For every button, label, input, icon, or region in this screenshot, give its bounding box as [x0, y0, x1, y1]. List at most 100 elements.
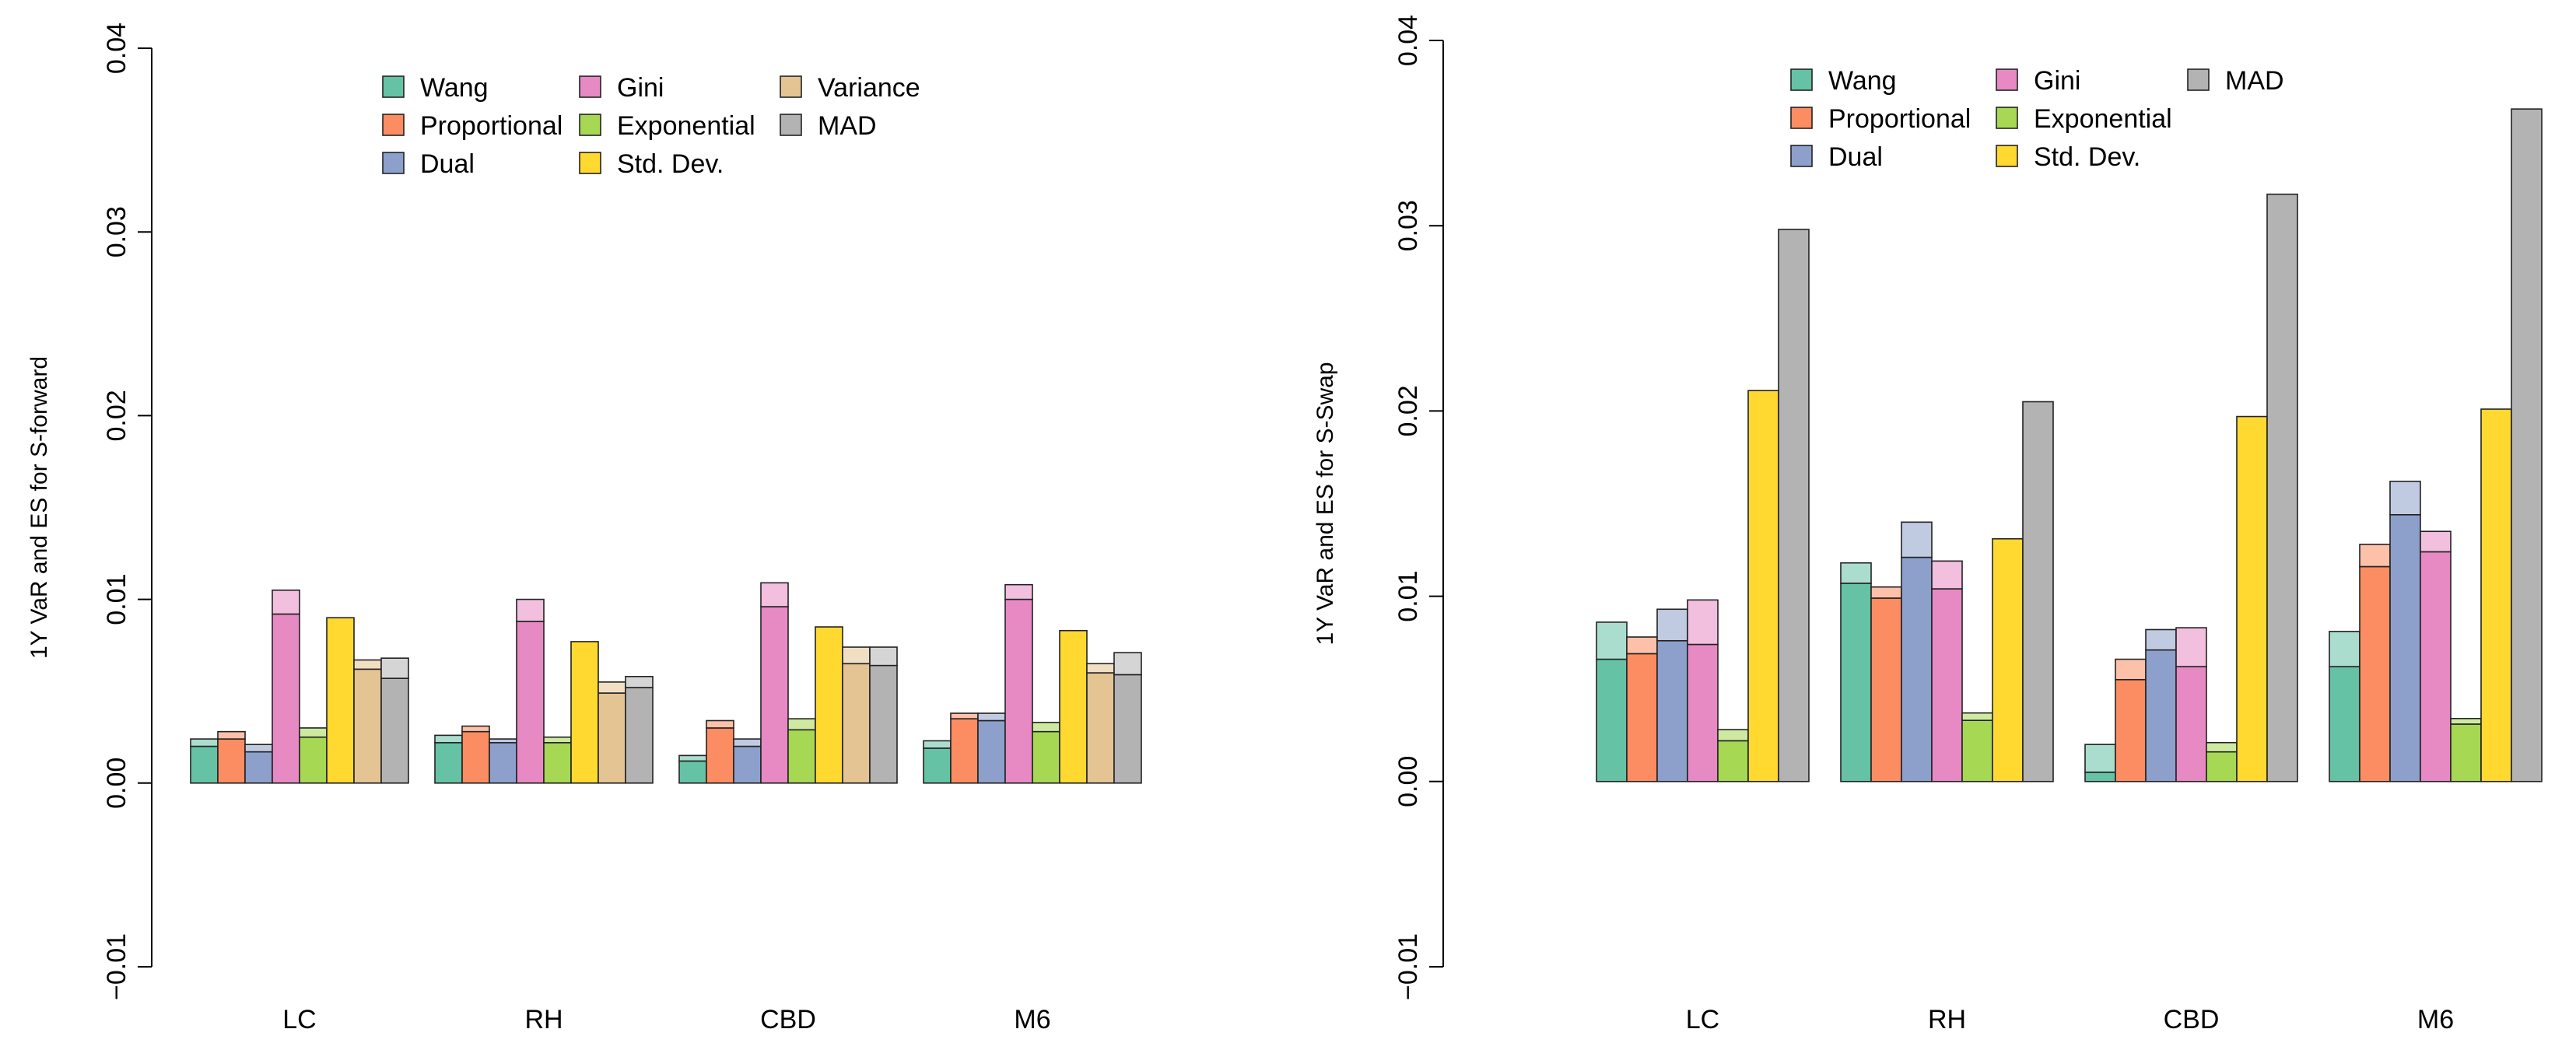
- bar-var-wang-rh: [1840, 583, 1872, 782]
- bar-es-mad-lc: [380, 657, 409, 679]
- legend-label-dual: Dual: [1828, 142, 1883, 172]
- bar-es-dual-rh: [489, 738, 517, 744]
- bar-var-variance-cbd: [842, 663, 871, 784]
- bar-es-wang-lc: [190, 738, 219, 747]
- bar-es-variance-rh: [598, 681, 626, 694]
- bar-es-proportional-m6: [950, 712, 979, 719]
- bar-var-wang-lc: [1596, 658, 1628, 782]
- bar-es-exponential-lc: [1717, 729, 1749, 742]
- bar-var-dual-rh: [489, 742, 517, 784]
- legend-label-exponential: Exponential: [617, 111, 755, 141]
- bar-es-gini-cbd: [2175, 627, 2207, 667]
- bar-var-gini-rh: [516, 621, 545, 784]
- bar-es-exponential-rh: [543, 736, 572, 744]
- y-tick-label: 0.04: [1393, 15, 1423, 66]
- bar-var-dual-rh: [1901, 556, 1933, 782]
- y-tick-label: 0.01: [102, 574, 131, 625]
- legend-label-gini: Gini: [2034, 66, 2080, 96]
- bar-es-exponential-lc: [299, 727, 328, 738]
- legend-label-std-dev: Std. Dev.: [2034, 142, 2140, 172]
- bar-var-mad-rh: [625, 687, 654, 784]
- legend-label-std-dev: Std. Dev.: [617, 149, 724, 179]
- legend-swatch-wang: [1790, 68, 1813, 91]
- bar-es-proportional-rh: [461, 725, 490, 733]
- bar-es-variance-m6: [1086, 663, 1115, 674]
- bar-es-mad-cbd: [869, 646, 898, 667]
- bar-es-gini-rh: [1931, 560, 1963, 590]
- bar-var-proportional-cbd: [706, 727, 734, 784]
- legend-label-variance: Variance: [818, 73, 920, 103]
- bar-var-gini-lc: [272, 613, 300, 784]
- legend-label-proportional: Proportional: [1828, 104, 1971, 134]
- bar-var-wang-lc: [190, 745, 219, 784]
- category-label-rh: RH: [524, 1005, 563, 1034]
- bar-es-exponential-m6: [1032, 722, 1060, 733]
- bar-es-dual-m6: [977, 712, 1006, 722]
- bar-var-mad-lc: [1778, 229, 1810, 782]
- bar-var-wang-m6: [2329, 666, 2360, 782]
- bar-var-variance-lc: [353, 668, 382, 784]
- bar-var-std-dev-rh: [570, 641, 599, 784]
- bar-var-dual-m6: [977, 719, 1006, 784]
- bar-var-mad-lc: [380, 677, 409, 784]
- legend-label-gini: Gini: [617, 73, 664, 103]
- legend-swatch-std-dev: [579, 152, 601, 174]
- bar-var-mad-rh: [2022, 401, 2054, 782]
- bar-var-gini-cbd: [760, 606, 789, 784]
- bar-es-dual-cbd: [733, 738, 762, 747]
- legend-label-wang: Wang: [1828, 66, 1897, 96]
- chart-s-forward: −0.01 0.00 0.01 0.02 0.03 0.04 1Y VaR and ES f…: [26, 23, 1142, 1034]
- legend-swatch-mad: [2187, 68, 2210, 91]
- bar-var-mad-m6: [1113, 674, 1142, 784]
- category-label-cbd: CBD: [2164, 1005, 2220, 1034]
- y-tick-label: −0.01: [1393, 933, 1423, 1000]
- bar-var-dual-lc: [1656, 639, 1688, 782]
- legend-swatch-std-dev: [1996, 145, 2018, 167]
- legend-swatch-gini: [1996, 68, 2018, 91]
- bar-var-exponential-rh: [1961, 719, 1993, 782]
- category-label-cbd: CBD: [760, 1005, 816, 1034]
- legend-swatch-dual: [1790, 145, 1813, 167]
- bar-es-proportional-lc: [1626, 636, 1658, 655]
- bar-es-wang-m6: [923, 740, 952, 749]
- legend-swatch-variance: [780, 75, 802, 98]
- legend-label-proportional: Proportional: [420, 111, 563, 141]
- bar-var-std-dev-cbd: [2236, 415, 2268, 782]
- y-axis-title: 1Y VaR and ES for S-Swap: [1313, 362, 1338, 645]
- y-tick-label: 0.02: [1393, 385, 1423, 436]
- bar-es-wang-rh: [1840, 562, 1872, 584]
- bar-var-std-dev-lc: [326, 617, 355, 784]
- bar-var-dual-m6: [2389, 513, 2421, 782]
- bar-var-dual-lc: [244, 751, 273, 784]
- bar-es-gini-m6: [1004, 583, 1033, 600]
- bar-var-exponential-m6: [2450, 723, 2482, 782]
- bar-var-exponential-cbd: [2206, 751, 2238, 782]
- bar-var-proportional-m6: [2359, 565, 2391, 782]
- bar-var-wang-cbd: [2084, 772, 2116, 782]
- bar-es-wang-lc: [1596, 621, 1628, 660]
- bar-var-wang-m6: [923, 747, 952, 784]
- category-label-m6: M6: [2417, 1005, 2454, 1034]
- category-label-lc: LC: [1686, 1005, 1719, 1034]
- bar-es-proportional-lc: [217, 730, 246, 740]
- chart-s-swap: −0.01 0.00 0.01 0.02 0.03 0.04 1Y VaR and ES f…: [1313, 15, 2543, 1034]
- y-tick-label: 0.02: [102, 390, 131, 441]
- bar-es-dual-rh: [1901, 521, 1933, 558]
- bar-var-dual-cbd: [733, 745, 762, 784]
- bar-var-dual-cbd: [2145, 649, 2177, 782]
- bar-var-gini-rh: [1931, 588, 1963, 782]
- bar-es-dual-lc: [244, 744, 273, 753]
- bar-es-exponential-m6: [2450, 718, 2482, 725]
- bar-var-exponential-rh: [543, 742, 572, 784]
- y-tick-label: 0.04: [102, 23, 131, 74]
- bar-var-wang-rh: [434, 742, 463, 784]
- bar-es-variance-lc: [353, 659, 382, 670]
- bar-es-wang-rh: [434, 734, 463, 744]
- bar-es-proportional-m6: [2359, 544, 2391, 568]
- bar-var-variance-m6: [1086, 672, 1115, 784]
- bar-var-gini-m6: [1004, 598, 1033, 784]
- bar-var-exponential-m6: [1032, 730, 1060, 784]
- bar-es-exponential-cbd: [787, 718, 816, 731]
- y-tick-label: 0.03: [1393, 200, 1423, 251]
